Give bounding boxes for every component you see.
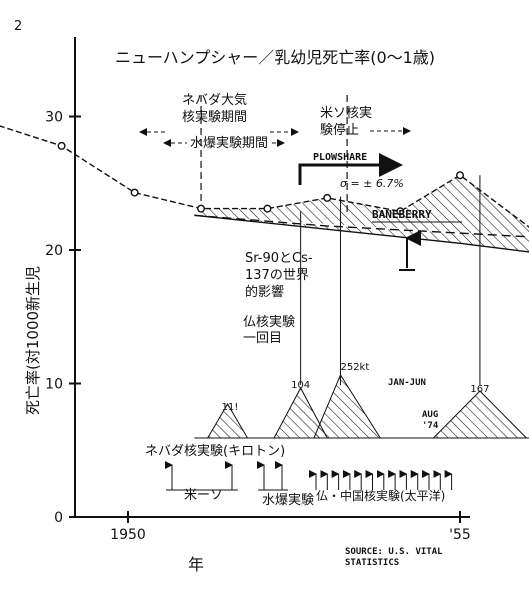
us-ussr-label: 米ーソ — [184, 488, 223, 503]
x-tick-label: '55 — [449, 527, 471, 543]
nevada-test-label: 167 — [470, 384, 489, 395]
observed-line — [0, 125, 529, 228]
data-point-open — [396, 207, 405, 216]
source-label: SOURCE: U.S. VITAL STATISTICS — [345, 547, 443, 568]
data-point-open — [263, 204, 272, 213]
nevada-test-peak — [313, 373, 382, 439]
nevada-test-peak — [432, 390, 528, 439]
nevada-test-label: 11! — [222, 402, 239, 413]
page-number: 2 — [14, 19, 22, 34]
x-ticks: 1950'55'60'65'70'75 — [110, 511, 471, 543]
h-bomb-period-label: 水爆実験期間 — [190, 135, 268, 151]
nevada-tests-label: ネバダ核実験(キロトン) — [145, 443, 285, 459]
data-point-open — [130, 188, 139, 197]
data-point-open — [456, 171, 465, 180]
chart-title: ニューハンプシャー／乳幼児死亡率(0〜1歳) — [115, 48, 435, 67]
aug74-label: AUG '74 — [422, 410, 439, 431]
y-tick-label: 0 — [54, 510, 63, 526]
expected-trend-line — [194, 214, 529, 238]
nevada-test-label: 252kt — [340, 362, 369, 373]
x-tick-label: 1950 — [110, 527, 146, 543]
baneberry-label: BANEBERRY — [372, 208, 432, 221]
plowshare-label: PLOWSHARE — [313, 152, 367, 163]
y-axis-label: 死亡率(対1000新生児 — [24, 266, 42, 415]
sigma-label: σ = ± 6.7% — [340, 177, 404, 190]
nevada-period-label: ネバダ大気核実験期間 — [182, 92, 247, 125]
h-bomb-period-annotation: 水爆実験期間 — [163, 135, 285, 151]
data-point-open — [197, 204, 206, 213]
h-bomb-test-label: 水爆実験 — [262, 492, 314, 508]
annotations: ネバダ大気核実験期間 水爆実験期間 米ソ核実験停止 PLOWSHARE σ = … — [139, 92, 462, 568]
fr-cn-tests-label: 仏・中国核実験(太平洋) — [316, 488, 445, 503]
us-ussr-annotation: 米ーソ — [165, 461, 238, 503]
data-point-open — [57, 141, 66, 150]
y-ticks: 0 10 20 30 — [45, 110, 81, 526]
baneberry-annotation: BANEBERRY — [372, 208, 462, 271]
plowshare-annotation: PLOWSHARE — [298, 152, 403, 185]
nevada-excess-region — [194, 175, 529, 237]
data-point-open — [323, 193, 332, 202]
us-ussr-halt-label: 米ソ核実験停止 — [320, 105, 372, 138]
french-test-label: 仏核実験一回目 — [243, 314, 295, 346]
nevada-period-annotation: ネバダ大気核実験期間 — [139, 92, 299, 136]
y-tick-label: 10 — [45, 377, 63, 393]
nevada-tests: 11!104252kt167303kt19kt0 — [194, 362, 529, 439]
y-tick-label: 30 — [45, 110, 63, 126]
fr-cn-arrows — [309, 470, 453, 490]
period-lines — [200, 95, 481, 385]
us-ussr-halt-annotation: 米ソ核実験停止 — [320, 105, 411, 138]
sr-cs-label: Sr-90とCs-137の世界的影響 — [245, 251, 313, 300]
h-bomb-test-annotation: 水爆実験 — [257, 461, 314, 508]
jan-jun-label: JAN-JUN — [388, 378, 426, 388]
nevada-test-label: 104 — [291, 380, 310, 391]
x-axis-label: 年 — [188, 555, 204, 574]
y-tick-label: 20 — [45, 243, 63, 259]
